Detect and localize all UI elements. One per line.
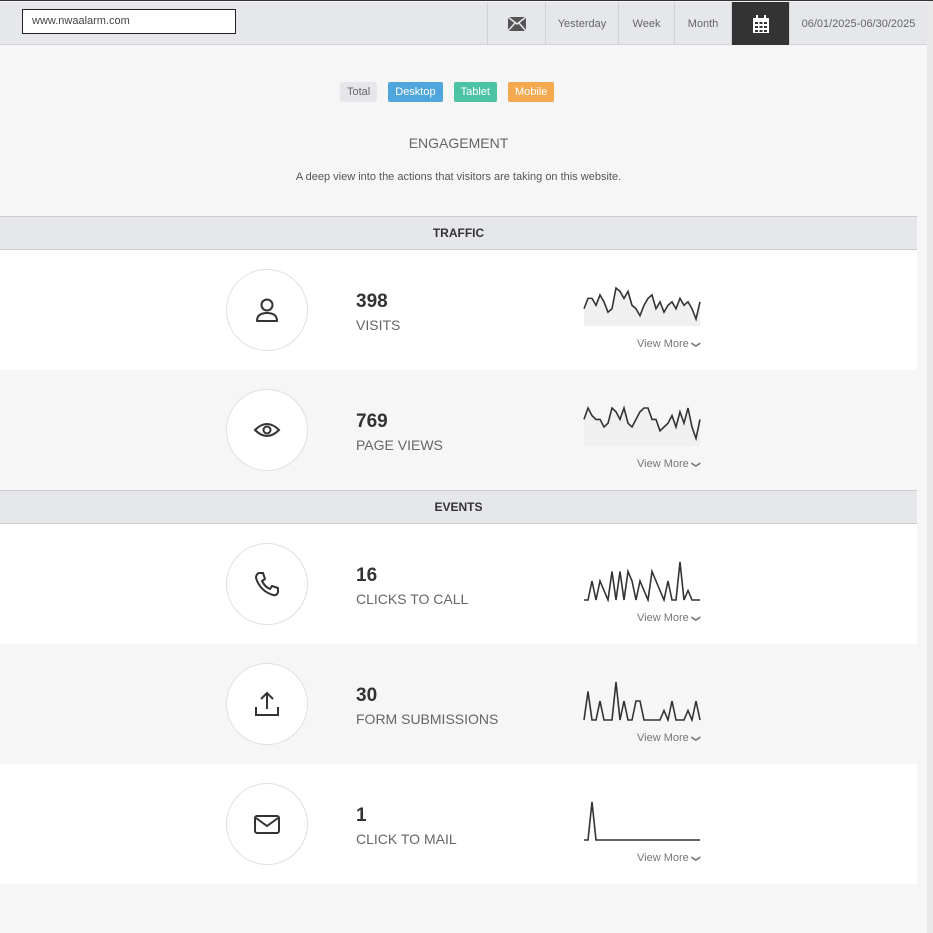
view-more-label: View More — [637, 458, 689, 470]
chevron-down-icon: ❯ — [691, 734, 702, 743]
metric-row: 1 CLICK TO MAIL View More ❯ — [0, 764, 917, 884]
user-icon — [256, 298, 278, 322]
mail-icon — [254, 815, 280, 834]
filter-mobile[interactable]: Mobile — [507, 82, 555, 102]
section-events: EVENTS — [0, 490, 917, 524]
metric-value: 398 — [356, 291, 388, 312]
view-more-link[interactable]: View More ❯ — [637, 612, 702, 624]
page-title: ENGAGEMENT — [408, 135, 509, 151]
metric-icon-circle — [226, 389, 308, 471]
metric-row: 398 VISITS View More ❯ — [0, 250, 917, 370]
sparkline — [583, 286, 701, 326]
view-more-label: View More — [637, 338, 689, 350]
calendar-button[interactable] — [731, 2, 789, 45]
sparkline — [584, 561, 700, 602]
sparkline-line — [583, 405, 701, 442]
metric-label: CLICKS TO CALL — [356, 591, 469, 607]
metric-value: 16 — [356, 565, 378, 586]
device-filters: Total Desktop Tablet Mobile — [340, 82, 555, 102]
view-more-label: View More — [637, 612, 689, 624]
chevron-down-icon: ❯ — [691, 614, 702, 623]
week-button[interactable]: Week — [618, 2, 674, 45]
metric-row: 769 PAGE VIEWS View More ❯ — [0, 370, 917, 490]
sparkline — [584, 801, 700, 841]
sparkline-line — [584, 561, 700, 602]
sparkline-line — [583, 681, 701, 722]
view-more-link[interactable]: View More ❯ — [637, 338, 702, 350]
metric-icon-circle — [226, 663, 308, 745]
site-url-field[interactable]: www.nwaalarm.com — [22, 9, 236, 34]
yesterday-button[interactable]: Yesterday — [545, 2, 618, 45]
email-report-button[interactable] — [487, 2, 545, 45]
chevron-down-icon: ❯ — [691, 340, 702, 349]
view-more-link[interactable]: View More ❯ — [637, 458, 702, 470]
metric-icon-circle — [226, 269, 308, 351]
sparkline — [583, 405, 701, 446]
sparkline — [583, 681, 701, 722]
sparkline-line — [584, 801, 700, 841]
metric-value: 769 — [356, 411, 388, 432]
filter-total[interactable]: Total — [340, 82, 378, 102]
metric-value: 30 — [356, 685, 378, 706]
sparkline-area — [584, 408, 700, 446]
calendar-icon — [752, 14, 769, 33]
filter-tablet[interactable]: Tablet — [453, 82, 497, 102]
metric-icon-circle — [226, 543, 308, 625]
metric-label: FORM SUBMISSIONS — [356, 711, 499, 727]
top-bar: www.nwaalarm.com Yesterday Week Month 06… — [0, 2, 927, 45]
metric-label: VISITS — [356, 317, 401, 333]
metric-row: 16 CLICKS TO CALL View More ❯ — [0, 524, 917, 644]
view-more-label: View More — [637, 852, 689, 864]
upload-icon — [255, 691, 279, 716]
chevron-down-icon: ❯ — [691, 854, 702, 863]
sparkline-area — [584, 288, 700, 326]
metric-icon-circle — [226, 783, 308, 865]
section-traffic: TRAFFIC — [0, 216, 917, 250]
date-range-display[interactable]: 06/01/2025-06/30/2025 — [789, 2, 927, 45]
metric-value: 1 — [356, 805, 367, 826]
filter-desktop[interactable]: Desktop — [388, 82, 443, 102]
view-more-link[interactable]: View More ❯ — [637, 732, 702, 744]
view-more-label: View More — [637, 732, 689, 744]
envelope-icon — [507, 16, 526, 31]
chevron-down-icon: ❯ — [691, 460, 702, 469]
eye-icon — [253, 423, 281, 437]
metric-row: 30 FORM SUBMISSIONS View More ❯ — [0, 644, 917, 764]
page-subtitle: A deep view into the actions that visito… — [295, 171, 622, 183]
view-more-link[interactable]: View More ❯ — [637, 852, 702, 864]
month-button[interactable]: Month — [674, 2, 731, 45]
scrollbar[interactable] — [927, 1, 933, 933]
phone-icon — [255, 572, 279, 597]
metric-label: CLICK TO MAIL — [356, 831, 457, 847]
metric-label: PAGE VIEWS — [356, 437, 443, 453]
sparkline-line — [583, 286, 701, 322]
